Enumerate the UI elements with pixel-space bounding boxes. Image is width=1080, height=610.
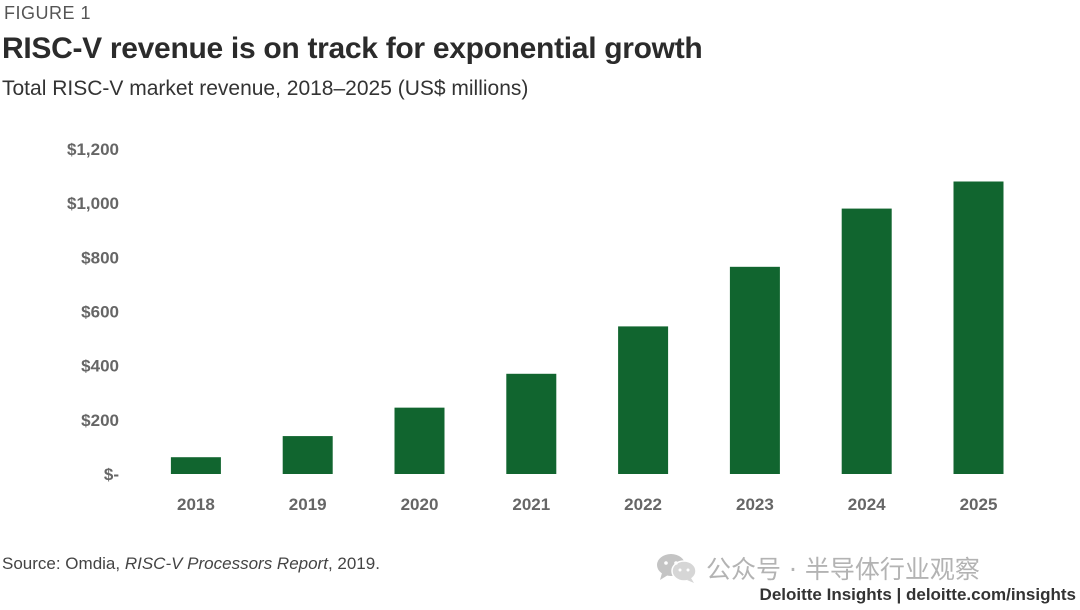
y-tick-label: $-: [104, 465, 119, 484]
watermark: 公众号 · 半导体行业观察: [656, 550, 980, 586]
x-axis: 2018 2019 2020 2021 2022 2023 2024 2025: [177, 495, 997, 514]
bars-group: [170, 181, 1004, 474]
x-tick-label: 2025: [960, 495, 998, 514]
bar-2018: [170, 457, 221, 474]
y-tick-label: $400: [81, 357, 119, 376]
figure-label: FIGURE 1: [4, 3, 92, 23]
source-report-title: RISC-V Processors Report: [124, 554, 328, 573]
y-tick-label: $800: [81, 248, 119, 267]
bar-2023: [729, 266, 780, 474]
footer-brand: Deloitte Insights | deloitte.com/insight…: [759, 585, 1076, 604]
x-tick-label: 2024: [848, 495, 886, 514]
bar-2020: [394, 407, 445, 474]
x-tick-label: 2021: [512, 495, 550, 514]
bar-2024: [841, 208, 892, 474]
x-tick-label: 2022: [624, 495, 662, 514]
y-tick-label: $1,200: [67, 140, 119, 159]
source-note: Source: Omdia, RISC-V Processors Report,…: [2, 554, 380, 574]
x-tick-label: 2018: [177, 495, 215, 514]
x-tick-label: 2019: [289, 495, 327, 514]
wechat-icon: [657, 554, 697, 583]
y-tick-label: $600: [81, 303, 119, 322]
chart-subtitle: Total RISC-V market revenue, 2018–2025 (…: [2, 77, 529, 100]
bar-2022: [618, 326, 669, 474]
watermark-text: 公众号 · 半导体行业观察: [706, 555, 980, 584]
source-suffix: , 2019.: [327, 554, 380, 573]
bar-chart: $-$200$400$600$800$1,000$1,200 2018 2019 2…: [67, 140, 1004, 514]
bar-2019: [282, 436, 333, 474]
bar-2021: [506, 373, 557, 474]
bar-2025: [953, 181, 1004, 474]
x-tick-label: 2023: [736, 495, 774, 514]
y-axis: $- $200 $400 $600 $800 $1,000 $1,200: [67, 140, 119, 484]
chart-title: RISC-V revenue is on track for exponenti…: [2, 32, 703, 65]
y-tick-label: $200: [81, 411, 119, 430]
x-tick-label: 2020: [401, 495, 439, 514]
source-prefix: Source: Omdia,: [2, 554, 125, 573]
y-tick-label: $1,000: [67, 194, 119, 213]
